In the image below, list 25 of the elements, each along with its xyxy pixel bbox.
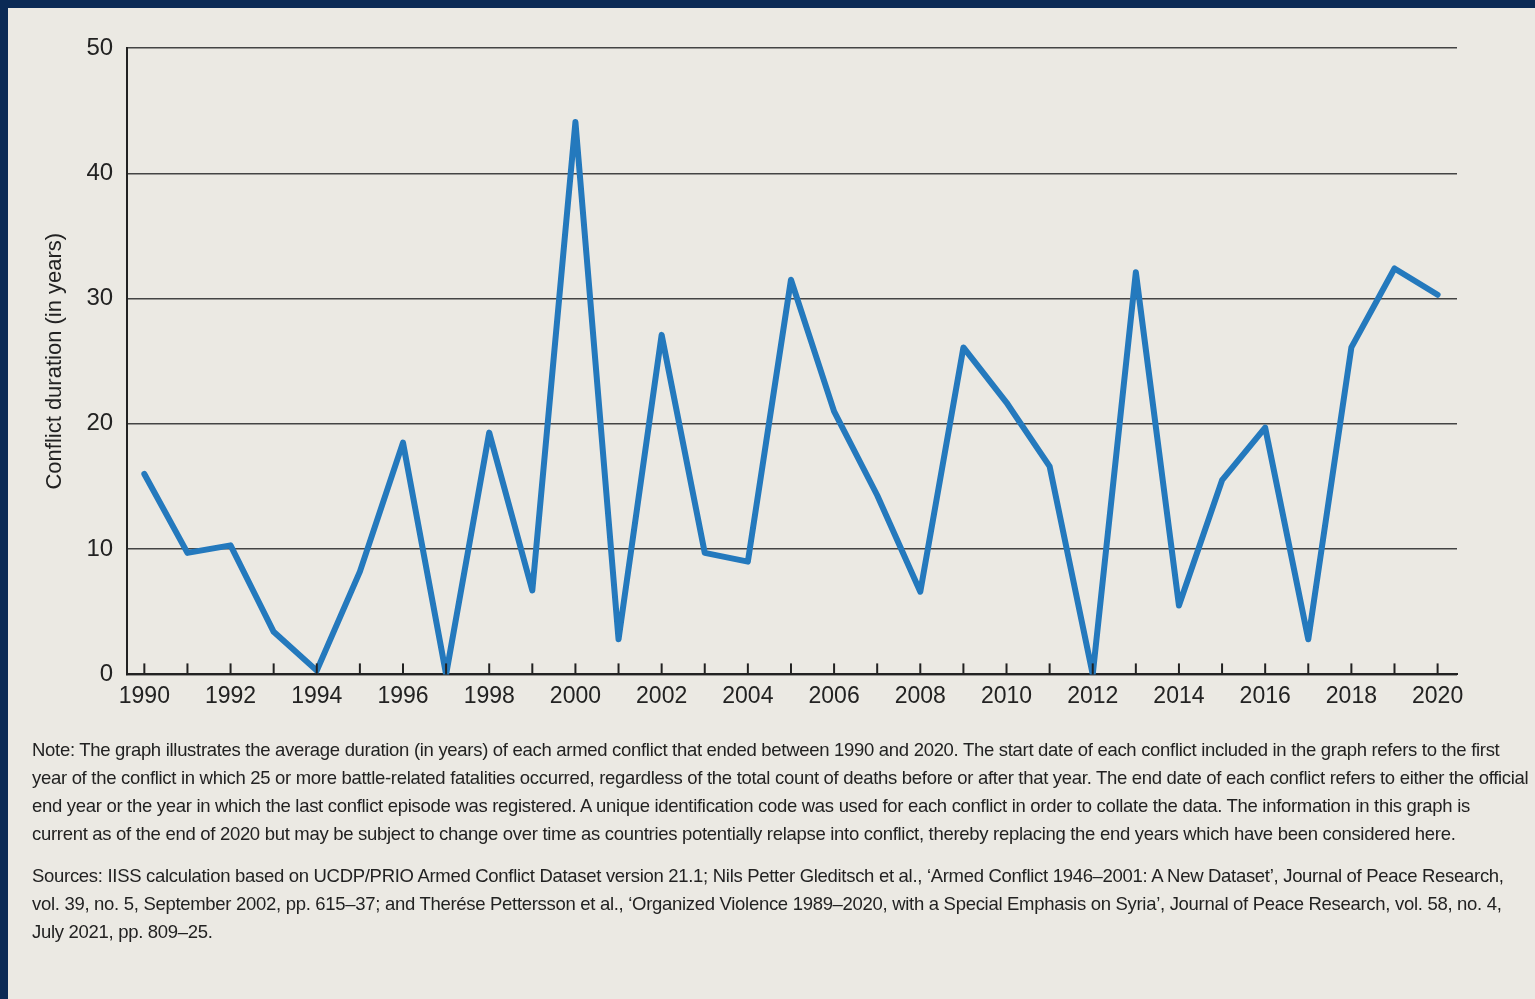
x-tick-label: 1990 — [118, 681, 170, 708]
y-tick-label: 0 — [99, 659, 114, 687]
x-tick-label: 2006 — [808, 681, 860, 708]
x-tick-label: 1998 — [463, 681, 515, 708]
y-tick-label: 10 — [86, 533, 114, 561]
x-tick-label: 1996 — [377, 681, 429, 708]
x-tick-label: 2004 — [722, 681, 774, 708]
x-tick-label: 2010 — [980, 681, 1033, 708]
y-tick-label: 30 — [86, 283, 114, 311]
x-tick-label: 1992 — [204, 681, 257, 708]
x-tick-label: 2012 — [1067, 681, 1119, 708]
y-tick-label: 40 — [86, 157, 114, 185]
source-note: Sources: IISS calculation based on UCDP/PRIO Armed Conflict Dataset version 21.1; Nils Petter Gleditsch et al., ‘Armed Conflict 1946–2001: A New Dataset’, Journal of Peace Research, vol. 39, no. 5, September 2002, pp. 615–37; and Therése Pettersson et al., ‘Organized Violence 1989–2020, with a Special Emphasis on Syria’, Journal of Peace Research, vol. 58, no. 4, July 2021, pp. 809–25. — [32, 864, 1505, 944]
text: Note: The graph illustrates the average duration (in years) of each armed conflict that ended between 1990 and 2020. The start date of each conflict included in the graph refers to the first year of the conflict in which 25 or more battle-related fatalities occurred, regardless of the total count of deaths before or after that year. The end date of each conflict refers to either the official end year or the year in which the last conflict episode was registered. A unique identification code was used for each conflict in order to collate the data. The information in this graph is current as of the end of 2020 but may be subject to change over time as countries potentially relapse into conflict, thereby replacing the end years which have been considered here. — [32, 738, 1530, 846]
x-tick-label: 2008 — [894, 681, 946, 708]
x-tick-label: 2020 — [1412, 681, 1464, 708]
x-tick-label: 2002 — [636, 681, 688, 708]
x-tick-label: 1994 — [291, 681, 343, 708]
x-tick-label: 2000 — [549, 681, 602, 708]
x-tick-label: 2018 — [1325, 681, 1377, 708]
x-tick-label: 2016 — [1239, 681, 1291, 708]
y-tick-label: 20 — [86, 408, 114, 436]
y-axis-title: Conflict duration (in years) — [41, 232, 67, 490]
y-tick-label: 50 — [86, 32, 114, 60]
x-tick-label: 2014 — [1153, 681, 1205, 708]
